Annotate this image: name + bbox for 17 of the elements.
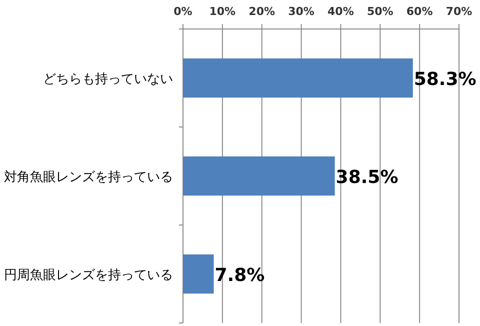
- data-label: 38.5%: [336, 167, 398, 188]
- bar: [183, 156, 335, 196]
- x-tick-label: 50%: [366, 5, 394, 18]
- x-tick-label: 70%: [446, 5, 472, 18]
- y-tick-label: 円周魚眼レンズを持っている: [4, 268, 173, 283]
- x-tick-label: 0%: [174, 5, 192, 18]
- x-tick-label: 40%: [328, 5, 354, 18]
- data-label: 7.8%: [214, 265, 265, 286]
- y-tick-label: どちらも持っていない: [43, 72, 173, 87]
- x-tick-label: 10%: [209, 5, 236, 18]
- x-tick-label: 30%: [288, 5, 314, 18]
- x-tick-label: 20%: [248, 5, 276, 18]
- bar: [183, 58, 413, 98]
- data-label: 58.3%: [414, 69, 476, 90]
- x-tick-label: 60%: [406, 5, 433, 18]
- bar: [183, 254, 214, 294]
- y-tick-label: 対角魚眼レンズを持っている: [4, 169, 173, 185]
